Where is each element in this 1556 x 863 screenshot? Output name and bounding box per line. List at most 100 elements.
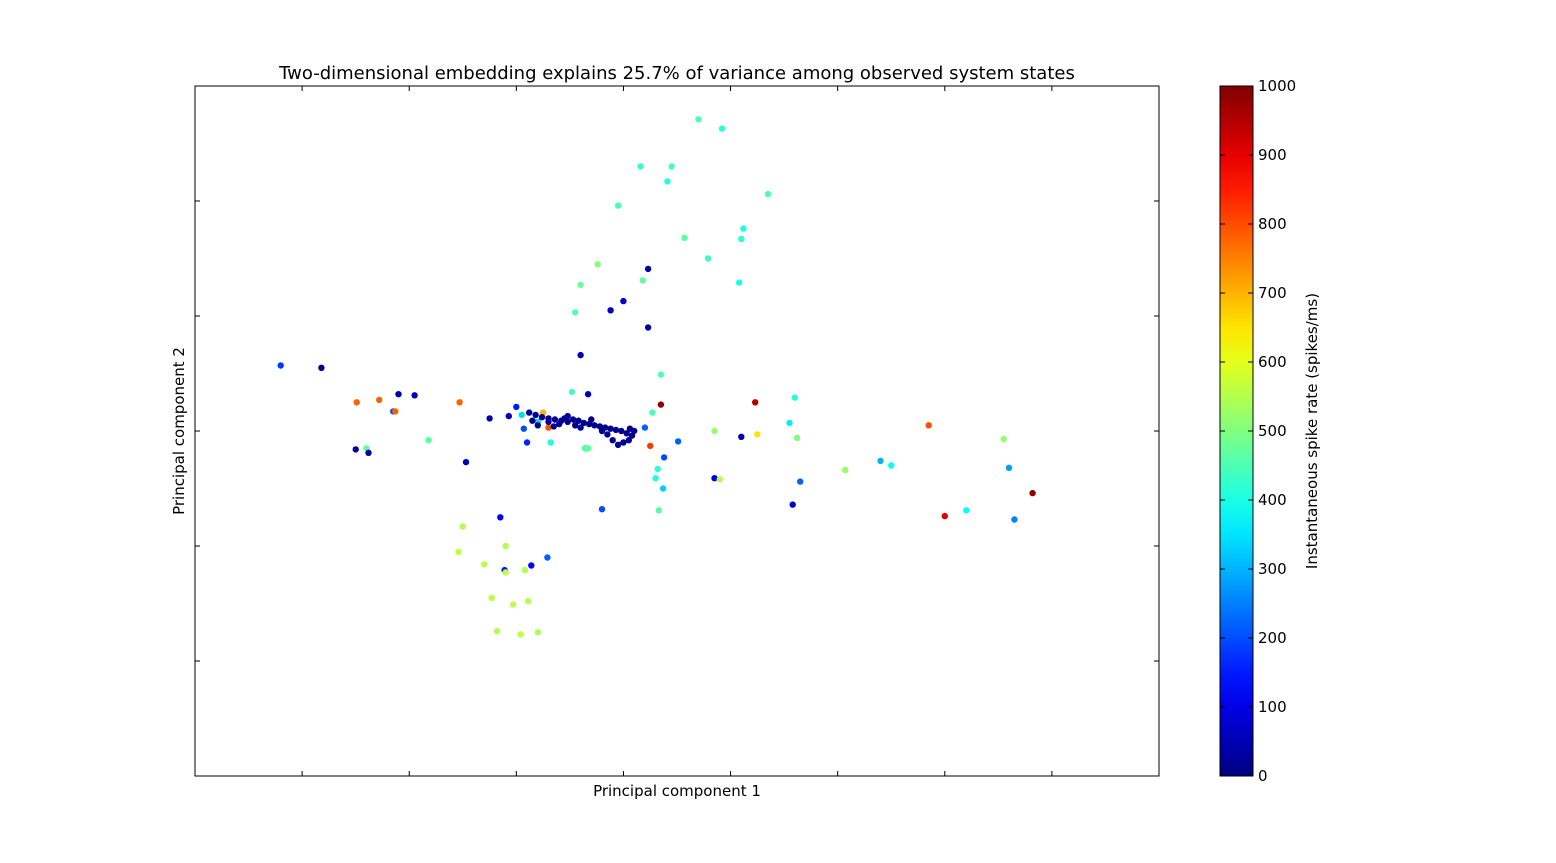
scatter-point xyxy=(577,281,584,289)
scatter-point xyxy=(411,392,418,399)
scatter-point xyxy=(517,631,524,638)
scatter-point xyxy=(352,446,359,453)
scatter-point xyxy=(626,425,634,432)
scatter-point xyxy=(660,454,668,461)
scatter-point xyxy=(594,261,601,268)
scatter-point xyxy=(598,427,606,435)
scatter-point xyxy=(502,542,509,550)
scatter-point xyxy=(1029,489,1036,497)
scatter-point xyxy=(529,417,536,424)
plot-area xyxy=(194,85,1160,777)
scatter-point xyxy=(644,265,652,273)
scatter-point xyxy=(481,561,488,568)
scatter-point xyxy=(577,424,584,431)
scatter-point xyxy=(797,478,804,485)
scatter-point xyxy=(532,411,539,419)
scatter-point xyxy=(718,125,726,132)
scatter-point xyxy=(545,418,552,425)
colorbar-tick-label: 600 xyxy=(1258,353,1287,371)
scatter-point xyxy=(456,399,463,406)
scatter-point xyxy=(674,438,682,445)
scatter-point xyxy=(625,437,632,444)
scatter-point xyxy=(591,422,598,429)
scatter-point xyxy=(614,202,622,209)
scatter-point xyxy=(644,324,652,331)
scatter-point xyxy=(738,235,745,243)
scatter-point xyxy=(738,433,745,440)
scatter-point xyxy=(551,416,559,423)
scatter-point xyxy=(735,279,743,286)
scatter-point xyxy=(654,465,661,473)
scatter-point xyxy=(488,594,495,601)
scatter-point xyxy=(486,415,493,422)
scatter-point xyxy=(639,277,646,284)
scatter-point xyxy=(395,391,402,398)
scatter-point xyxy=(754,431,761,438)
scatter-point xyxy=(277,362,284,369)
scatter-point xyxy=(1005,464,1013,471)
scatter-point xyxy=(575,417,582,424)
colorbar-tick-label: 200 xyxy=(1258,629,1287,647)
scatter-point xyxy=(695,116,702,123)
scatter-point xyxy=(637,163,644,170)
scatter-point xyxy=(584,445,592,452)
scatter-point xyxy=(649,409,656,416)
scatter-point xyxy=(545,424,552,431)
colorbar-tick-label: 500 xyxy=(1258,422,1287,440)
scatter-point xyxy=(647,442,654,450)
scatter-point xyxy=(580,419,587,427)
scatter-point xyxy=(607,425,614,432)
scatter-point xyxy=(711,475,718,482)
scatter-point xyxy=(1000,435,1007,443)
scatter-point xyxy=(657,371,665,378)
scatter-point xyxy=(392,408,399,415)
scatter-point xyxy=(842,466,849,474)
scatter-point xyxy=(604,431,611,438)
scatter-point xyxy=(614,441,622,448)
scatter-point xyxy=(668,163,675,170)
scatter-point xyxy=(786,419,793,427)
axis-ticks xyxy=(195,86,1159,776)
scatter-point xyxy=(609,437,616,444)
scatter-points xyxy=(277,116,1036,638)
scatter-point xyxy=(793,434,801,442)
colorbar-ticks: 0 100 200 300 400 500 600 700 800 900 1000 xyxy=(1220,77,1296,785)
scatter-point xyxy=(572,309,579,316)
scatter-point xyxy=(505,412,512,420)
scatter-point xyxy=(588,416,595,423)
colorbar-tick-label: 700 xyxy=(1258,284,1287,302)
chart-title: Two-dimensional embedding explains 25.7%… xyxy=(278,63,1075,84)
scatter-point xyxy=(547,439,554,446)
scatter-point xyxy=(376,396,383,404)
scatter-point xyxy=(568,388,576,396)
scatter-point xyxy=(455,548,462,555)
colorbar-tick-label: 1000 xyxy=(1258,77,1296,95)
scatter-point xyxy=(716,476,723,483)
scatter-point xyxy=(888,462,895,469)
scatter-point xyxy=(513,403,520,411)
colorbar-tick-label: 900 xyxy=(1258,146,1287,164)
scatter-point xyxy=(764,190,772,198)
scatter-point xyxy=(528,562,535,569)
y-axis-label: Principal component 2 xyxy=(170,347,188,515)
scatter-point xyxy=(550,423,557,430)
scatter-point xyxy=(544,554,551,561)
scatter-point xyxy=(623,430,630,437)
colorbar-tick-label: 400 xyxy=(1258,491,1287,509)
scatter-point xyxy=(641,424,649,431)
scatter-point xyxy=(925,422,932,429)
colorbar xyxy=(1219,85,1254,777)
scatter-point xyxy=(657,401,665,408)
scatter-point xyxy=(711,427,718,435)
scatter-point xyxy=(534,629,541,636)
scatter-point xyxy=(365,449,372,456)
scatter-point xyxy=(740,225,747,232)
scatter-point xyxy=(681,234,688,241)
scatter-point xyxy=(652,475,659,482)
scatter-point xyxy=(704,255,712,262)
scatter-point xyxy=(620,439,627,446)
scatter-point xyxy=(789,501,796,508)
colorbar-tick-label: 0 xyxy=(1258,767,1268,785)
scatter-point xyxy=(564,412,571,420)
